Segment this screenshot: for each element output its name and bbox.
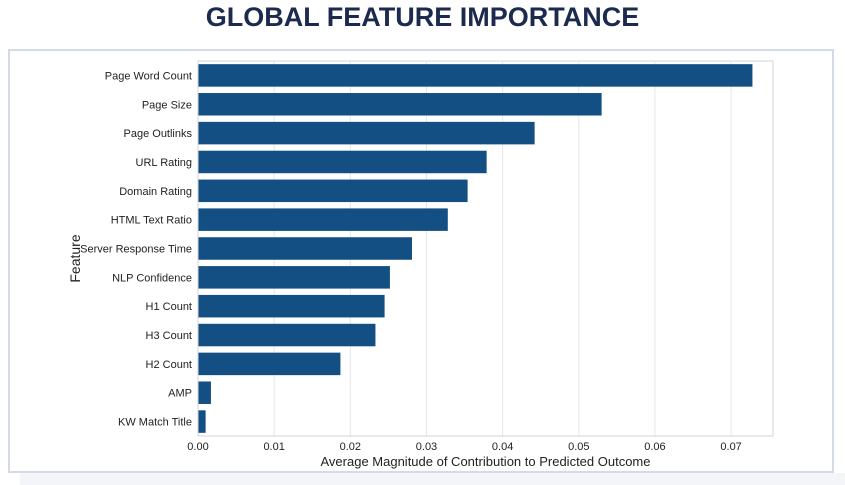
x-tick-label: 0.03	[416, 441, 437, 453]
y-tick-label: H2 Count	[146, 359, 192, 371]
chart-frame: Page Word Count Page Size Page Outlinks URL…	[8, 49, 834, 473]
bar	[198, 93, 602, 116]
y-tick-label: HTML Text Ratio	[111, 215, 192, 227]
bar	[198, 266, 390, 289]
x-tick-label: 0.04	[492, 441, 513, 453]
bar	[198, 150, 487, 174]
bar	[198, 381, 211, 404]
y-tick-label: Page Word Count	[105, 70, 192, 82]
x-tick-label: 0.02	[340, 441, 361, 453]
y-tick-label: H3 Count	[146, 330, 192, 342]
x-tick-label: 0.05	[568, 441, 589, 453]
bar	[198, 121, 535, 145]
y-tick-label: H1 Count	[146, 301, 192, 313]
x-axis-label: Average Magnitude of Contribution to Pre…	[320, 454, 650, 469]
bar	[198, 294, 385, 318]
bar	[198, 237, 413, 260]
frame-shadow	[20, 473, 845, 485]
bar	[198, 179, 468, 203]
bar	[198, 352, 341, 376]
y-tick-label: URL Rating	[136, 157, 192, 169]
bar	[198, 64, 753, 87]
x-tick-labels: 0.00 0.01 0.02 0.03 0.04 0.05 0.06 0.07	[187, 441, 742, 453]
bar-layer	[198, 64, 753, 433]
x-tick-label: 0.00	[187, 441, 208, 453]
x-tick-label: 0.06	[644, 441, 665, 453]
y-tick-label: Domain Rating	[119, 186, 192, 198]
bar	[198, 323, 376, 347]
y-tick-label: Page Size	[142, 99, 192, 111]
y-tick-label: NLP Confidence	[112, 272, 192, 284]
y-tick-label: KW Match Title	[118, 417, 192, 429]
feature-importance-chart: Page Word Count Page Size Page Outlinks URL…	[67, 60, 774, 469]
y-tick-label: Page Outlinks	[124, 128, 193, 140]
chart-title: GLOBAL FEATURE IMPORTANCE	[205, 2, 640, 32]
y-tick-labels: Page Word Count Page Size Page Outlinks URL…	[80, 70, 192, 428]
y-tick-label: Server Response Time	[80, 244, 192, 256]
bar	[198, 208, 448, 231]
plot-area-border	[197, 60, 774, 437]
bar	[198, 410, 206, 433]
y-tick-label: AMP	[168, 388, 192, 400]
x-tick-label: 0.01	[263, 441, 284, 453]
y-axis-label: Feature	[67, 234, 83, 282]
x-tick-label: 0.07	[720, 441, 741, 453]
